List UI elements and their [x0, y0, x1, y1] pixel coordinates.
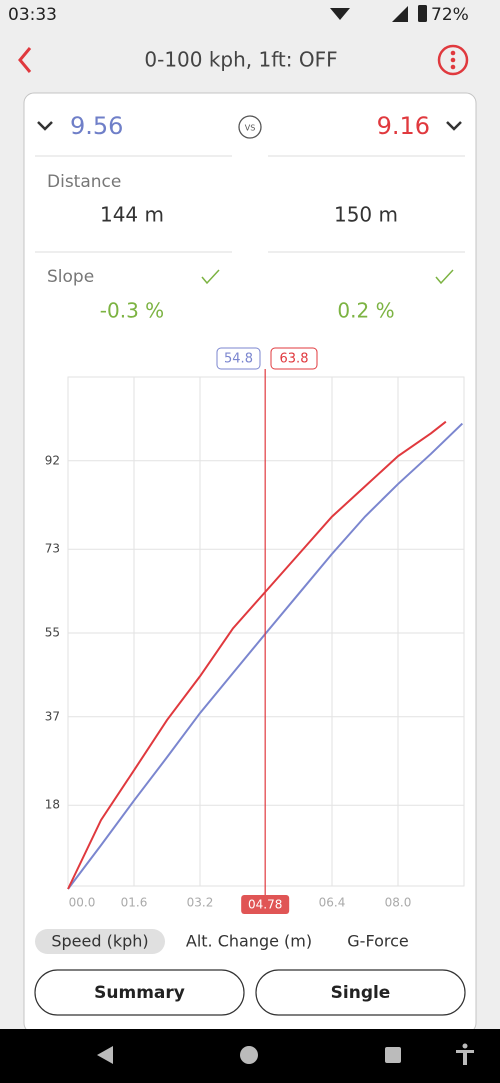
battery-icon	[418, 5, 427, 22]
tab[interactable]: Alt. Change (m)	[186, 932, 312, 951]
y-tick-label: 37	[45, 709, 60, 723]
y-tick-label: 92	[45, 453, 60, 467]
cursor-value-box	[270, 347, 318, 370]
x-tick-label: 00.0	[69, 896, 96, 910]
x-tick-label: 03.2	[187, 896, 214, 910]
tab[interactable]: Speed (kph)	[51, 932, 148, 951]
status-time: 03:33	[8, 5, 57, 25]
distance-left: 144 m	[100, 203, 164, 227]
x-tick-label: 06.4	[319, 896, 346, 910]
right-time: 9.16	[377, 112, 430, 140]
header-title: 0-100 kph, 1ft: OFF	[144, 48, 337, 72]
nav-back[interactable]	[97, 1046, 113, 1064]
left-dropdown[interactable]	[37, 121, 53, 131]
check-icon	[201, 269, 220, 285]
cursor-value-box	[216, 347, 261, 370]
vs-label: VS	[245, 124, 256, 133]
slope-label: Slope	[47, 267, 94, 287]
slope-left: -0.3 %	[100, 299, 164, 323]
cursor-value-label: 54.8	[224, 352, 253, 367]
vs-badge	[238, 115, 262, 139]
tab-selected-bg	[35, 929, 165, 954]
summary-button[interactable]	[34, 969, 245, 1016]
status-battery: 72%	[431, 5, 469, 25]
y-tick-label: 73	[45, 542, 60, 556]
chart: 18 37 55 73 92 00.0 01.6 03.2 06.4 08.0 54.8 63.8 04…	[45, 347, 464, 914]
cursor-x-box	[241, 895, 290, 914]
cursor-value-label: 63.8	[280, 352, 309, 367]
distance-label: Distance	[47, 172, 121, 192]
right-dropdown[interactable]	[446, 121, 462, 131]
single-button[interactable]	[255, 969, 466, 1016]
left-time: 9.56	[70, 112, 123, 140]
nav-home[interactable]	[240, 1046, 258, 1064]
cursor-x-label: 04.78	[248, 898, 282, 912]
line-series	[67, 422, 464, 890]
x-tick-label: 01.6	[121, 896, 148, 910]
check-icon	[435, 269, 454, 285]
slope-right: 0.2 %	[337, 299, 394, 323]
back-button[interactable]	[18, 47, 32, 73]
nav-recents[interactable]	[385, 1047, 401, 1063]
button-label[interactable]: Single	[331, 983, 391, 1003]
distance-right: 150 m	[334, 203, 398, 227]
accessibility-icon[interactable]	[456, 1043, 474, 1066]
tab[interactable]: G-Force	[347, 932, 408, 951]
line-series	[67, 420, 447, 890]
y-tick-label: 55	[45, 626, 60, 640]
x-tick-label: 08.0	[385, 896, 412, 910]
y-tick-label: 18	[45, 798, 60, 812]
signal-icon	[392, 6, 408, 22]
button-label[interactable]: Summary	[94, 983, 185, 1003]
menu-button[interactable]	[437, 44, 469, 76]
card	[23, 92, 477, 1034]
wifi-icon	[330, 8, 350, 20]
